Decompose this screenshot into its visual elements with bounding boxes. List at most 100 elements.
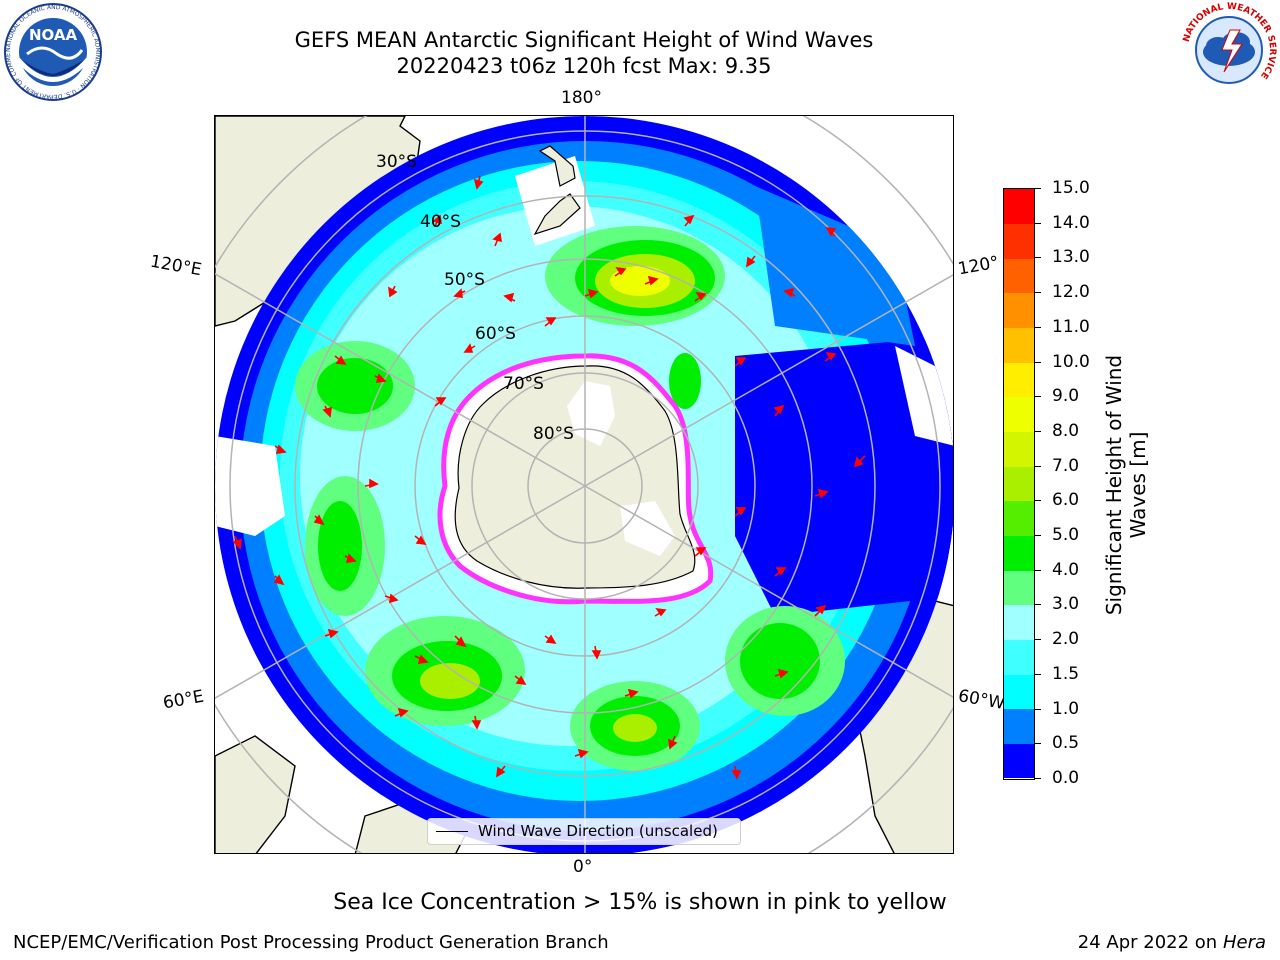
wind-arrow (644, 275, 659, 286)
colorbar-tick-label: 12.0 (1052, 282, 1090, 303)
wind-arrow (384, 593, 399, 604)
wind-arrow (414, 535, 427, 545)
colorbar-segment (1004, 258, 1034, 294)
wind-arrow (774, 668, 789, 679)
colorbar-segment (1004, 223, 1034, 259)
svg-text:NOAA: NOAA (29, 26, 78, 44)
land-madagascar (215, 735, 296, 853)
wind-arrow (324, 628, 339, 639)
colorbar-tick-mark (1035, 778, 1041, 779)
lat-label-30s: 30°S (376, 152, 417, 172)
colorbar-segment (1004, 708, 1034, 744)
colorbar-tick-label: 15.0 (1052, 178, 1090, 198)
wind-arrow (434, 397, 447, 407)
wind-arrow (824, 351, 837, 362)
lat-label-70s: 70°S (503, 374, 544, 394)
wind-arrow (731, 765, 742, 780)
wind-arrow (773, 404, 785, 417)
colorbar-segment (1004, 639, 1034, 675)
colorbar-tick-label: 6.0 (1052, 490, 1080, 511)
wind-arrow (654, 607, 667, 617)
lon-label-60w: 60°W (956, 686, 1007, 714)
nws-logo: NATIONAL WEATHER SERVICE (1178, 0, 1280, 100)
wind-arrow (454, 635, 467, 648)
colorbar-tick-label: 2.0 (1052, 629, 1080, 650)
colorbar-segment (1004, 327, 1034, 363)
colorbar-tick-label: 9.0 (1052, 386, 1080, 407)
lon-label-180: 180° (561, 88, 602, 108)
legend-line-sample (436, 831, 468, 832)
wind-arrow (814, 604, 827, 617)
wind-arrow (414, 654, 429, 664)
wind-arrow (624, 688, 639, 699)
colorbar-tick-label: 3.0 (1052, 594, 1080, 615)
field-missing-west (215, 436, 285, 536)
colorbar-tick-label: 10.0 (1052, 351, 1090, 372)
colorbar-label: Significant Height of Wind Waves [m] (1102, 354, 1150, 616)
colorbar-tick-label: 5.0 (1052, 525, 1080, 546)
colorbar-tick-mark (1035, 639, 1041, 641)
wind-arrow (814, 488, 829, 499)
map-panel (214, 115, 954, 854)
colorbar (1003, 188, 1035, 780)
lat-label-40s: 40°S (420, 212, 461, 232)
plot-subtitle: 20220423 t06z 120h fcst Max: 9.35 (396, 54, 772, 78)
field-4-5-indian (318, 501, 362, 591)
wind-arrow (503, 292, 516, 303)
wind-arrow (694, 291, 707, 302)
colorbar-tick-mark (1035, 430, 1041, 432)
colorbar-tick-label: 4.0 (1052, 559, 1080, 580)
wind-arrow (364, 478, 379, 489)
colorbar-segment (1004, 500, 1034, 536)
colorbar-segment (1004, 743, 1034, 779)
wind-arrow (783, 287, 796, 298)
wind-arrow (232, 535, 242, 550)
antarctica (437, 353, 714, 605)
wind-arrow (463, 343, 476, 353)
footer-machine: Hera (1222, 932, 1266, 953)
wind-arrow (544, 317, 557, 327)
colorbar-tick-mark (1035, 708, 1041, 710)
colorbar-tick-mark (1035, 396, 1041, 398)
wind-arrow (694, 547, 707, 557)
wind-arrow (774, 567, 787, 577)
wind-arrow (825, 227, 837, 237)
wind-arrow (374, 373, 387, 383)
colorbar-tick-mark (1035, 361, 1041, 363)
land-new-zealand (533, 145, 581, 236)
colorbar-segment (1004, 431, 1034, 467)
field-6-south (420, 663, 480, 699)
lon-label-120e: 120°E (148, 251, 204, 281)
colorbar-segment (1004, 292, 1034, 329)
colorbar-segment (1004, 189, 1034, 225)
map-legend: Wind Wave Direction (unscaled) (427, 818, 741, 845)
wind-arrow (471, 715, 482, 730)
plot-title: GEFS MEAN Antarctic Significant Height o… (294, 28, 874, 52)
wind-arrow (574, 748, 589, 759)
wind-arrow (388, 285, 398, 298)
wind-arrow (853, 455, 866, 468)
colorbar-tick-mark (1035, 673, 1041, 675)
footer-date-text: 24 Apr 2022 on (1077, 932, 1223, 953)
colorbar-segment (1004, 604, 1034, 640)
wind-arrow (591, 645, 602, 660)
colorbar-segment (1004, 674, 1034, 710)
footer-credit: NCEP/EMC/Verification Post Processing Pr… (13, 932, 609, 953)
wind-arrow (432, 214, 442, 227)
colorbar-tick-label: 8.0 (1052, 420, 1080, 441)
colorbar-tick-label: 0.5 (1052, 733, 1080, 754)
lon-label-120w: 120° (956, 252, 1001, 280)
lon-label-0: 0° (573, 857, 593, 877)
colorbar-tick-label: 7.0 (1052, 455, 1080, 476)
wind-arrow (734, 507, 747, 517)
colorbar-segment (1004, 396, 1034, 433)
wind-arrow (344, 553, 357, 563)
colorbar-tick-label: 14.0 (1052, 212, 1090, 233)
field-blue-east (735, 336, 953, 616)
wind-arrow (514, 675, 527, 685)
field-4-5-ross (669, 353, 701, 409)
colorbar-tick-mark (1035, 222, 1041, 224)
colorbar-tick-mark (1035, 535, 1041, 537)
colorbar-tick-mark (1035, 569, 1041, 571)
field-east-light (755, 186, 915, 346)
